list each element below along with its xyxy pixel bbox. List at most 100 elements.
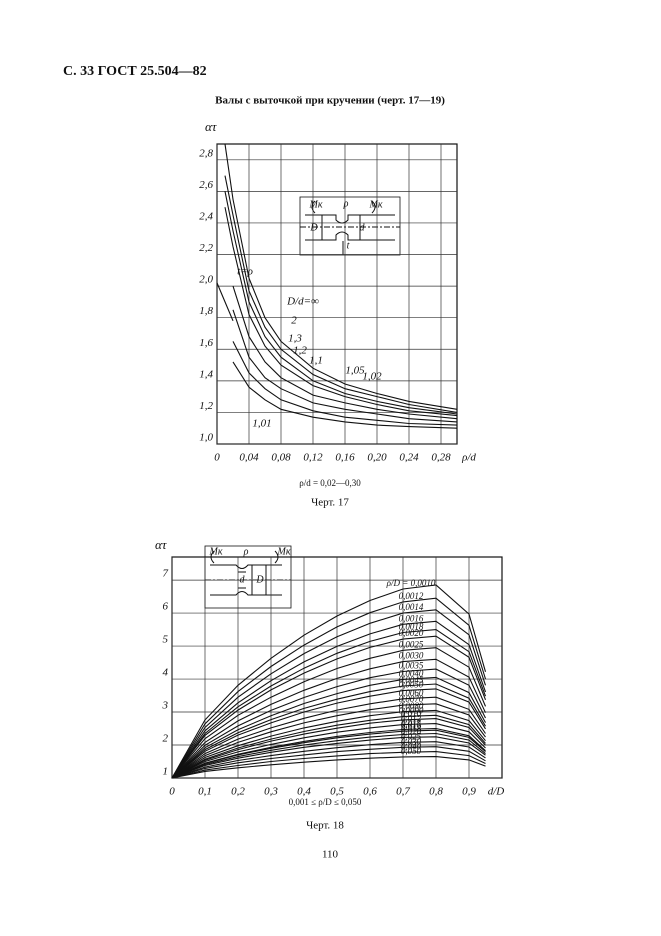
curve — [171, 751, 486, 779]
curve-label: 0,0016 — [399, 613, 424, 623]
sketch-label: ρ — [343, 198, 349, 209]
x-tick-label: 0,28 — [431, 452, 451, 464]
curve — [171, 746, 486, 779]
curve-label: 1,2 — [293, 345, 307, 357]
curve — [171, 709, 486, 779]
curve-label: 0,025 — [401, 731, 422, 741]
sketch-label: t — [347, 240, 350, 251]
curve-label: 0,040 — [401, 741, 422, 751]
curve — [224, 207, 458, 417]
curve-label: 0,0080 — [399, 701, 424, 711]
x-tick-label: 0 — [169, 786, 175, 798]
curve — [171, 696, 486, 779]
x-tick-label: 0,8 — [429, 786, 443, 798]
curve — [216, 282, 234, 322]
curve-label: 1,3 — [288, 333, 302, 345]
curve — [171, 635, 487, 779]
curve — [171, 658, 486, 779]
curve — [171, 620, 487, 779]
curve-label: 1,05 — [345, 365, 365, 377]
curve — [224, 175, 458, 413]
y-tick-label: 2,2 — [199, 242, 213, 254]
y-tick-label: 2,6 — [199, 179, 213, 191]
curve — [171, 688, 486, 779]
curve-label: 0,018 — [401, 724, 422, 734]
curve-label: 1,02 — [362, 371, 382, 383]
sketch-label: Mк — [368, 199, 382, 210]
sketch-label: Mк — [208, 546, 222, 557]
figure-caption: Черт. 18 — [306, 820, 344, 832]
section-title: Валы с выточкой при кручении (черт. 17—1… — [215, 95, 445, 107]
curve — [171, 732, 486, 779]
curve-label: ρ/D = 0,0010 — [386, 578, 436, 588]
curve-label: 0,0035 — [399, 661, 424, 671]
curve-label: 2 — [291, 315, 297, 327]
curve — [171, 597, 487, 779]
curve-label: 0,0070 — [399, 694, 424, 704]
x-tick-label: 0,12 — [303, 452, 323, 464]
sketch-label: d — [240, 574, 246, 585]
x-tick-label: 0,2 — [231, 786, 245, 798]
curve — [224, 191, 458, 415]
y-tick-label: 2,4 — [199, 210, 213, 222]
curve — [171, 668, 486, 779]
curve — [171, 683, 486, 779]
curve — [171, 703, 486, 779]
y-tick-label: 3 — [162, 700, 169, 712]
page-ref: С. 33 ГОСТ 25.504—82 — [63, 64, 207, 79]
figure-condition: 0,001 ≤ ρ/D ≤ 0,050 — [289, 797, 362, 807]
curve — [171, 736, 486, 779]
curve — [171, 727, 486, 779]
curve — [171, 629, 487, 779]
curve-label: 0,0090 — [399, 706, 424, 716]
y-tick-label: 4 — [163, 667, 169, 679]
curve-label: 0,016 — [401, 720, 422, 730]
curve-label: 0,0014 — [399, 602, 424, 612]
curve-label: 0,015 — [401, 719, 422, 729]
x-tick-label: 0,6 — [363, 786, 377, 798]
y-tick-label: 5 — [163, 634, 169, 646]
curve-label: 0,020 — [401, 726, 422, 736]
curve — [171, 647, 487, 779]
curve-label: 0,0012 — [399, 591, 424, 601]
y-tick-label: 1,8 — [199, 305, 213, 317]
x-tick-label: 0,20 — [367, 452, 387, 464]
x-tick-label: 0,7 — [396, 786, 410, 798]
curve — [171, 676, 486, 779]
curve-label: 1,01 — [252, 418, 271, 430]
curve-label: 0,0045 — [399, 675, 424, 685]
curve-label: 0,0030 — [399, 651, 424, 661]
y-axis-label: ατ — [155, 537, 168, 552]
curve-label: 1,1 — [309, 355, 323, 367]
sketch-label: Mк — [308, 199, 322, 210]
x-tick-label: 0,24 — [399, 452, 419, 464]
curve-label: 0,050 — [401, 746, 422, 756]
curve-label: 0,0025 — [399, 639, 424, 649]
x-axis-label: ρ/d — [461, 452, 476, 464]
curve — [171, 741, 486, 779]
curve — [232, 361, 458, 429]
curve-label: 0,0050 — [399, 680, 424, 690]
figure-caption: Черт. 17 — [311, 497, 349, 509]
curve-label: 0,0060 — [399, 688, 424, 698]
x-tick-label: 0,1 — [198, 786, 212, 798]
curve — [171, 718, 486, 779]
y-tick-label: 1,6 — [199, 337, 213, 349]
curve — [171, 729, 486, 779]
curve — [171, 723, 486, 779]
curve — [232, 309, 458, 423]
sketch-label: Mк — [276, 546, 290, 557]
plot-frame — [216, 143, 458, 445]
curve — [224, 143, 458, 410]
curve-label: 0,030 — [401, 736, 422, 746]
sketch-label: ρ — [243, 546, 249, 557]
sketch-label: D — [255, 574, 264, 585]
x-tick-label: 0,08 — [271, 452, 291, 464]
x-tick-label: 0,16 — [335, 452, 355, 464]
x-tick-label: 0,9 — [462, 786, 476, 798]
curve-label: 0,012 — [401, 714, 422, 724]
curve-label: D/d=∞ — [286, 296, 319, 308]
curve-label: 0,0018 — [399, 622, 424, 632]
